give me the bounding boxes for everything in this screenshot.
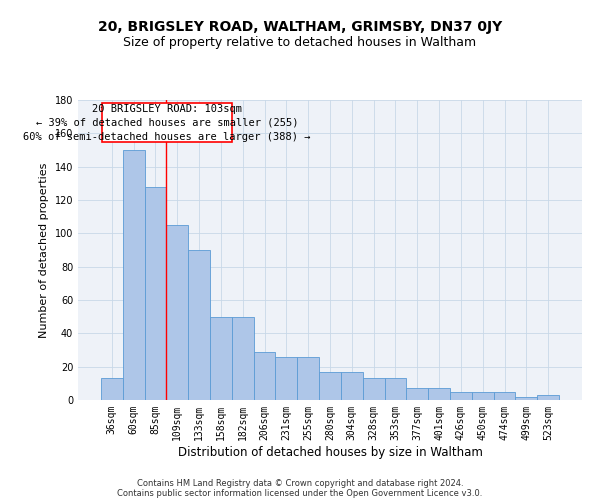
Bar <box>341 372 363 400</box>
Bar <box>297 356 319 400</box>
Bar <box>494 392 515 400</box>
Text: 20, BRIGSLEY ROAD, WALTHAM, GRIMSBY, DN37 0JY: 20, BRIGSLEY ROAD, WALTHAM, GRIMSBY, DN3… <box>98 20 502 34</box>
Bar <box>166 225 188 400</box>
Bar <box>210 316 232 400</box>
Bar <box>385 378 406 400</box>
Text: Contains HM Land Registry data © Crown copyright and database right 2024.: Contains HM Land Registry data © Crown c… <box>137 478 463 488</box>
Bar <box>232 316 254 400</box>
Bar <box>275 356 297 400</box>
Text: Size of property relative to detached houses in Waltham: Size of property relative to detached ho… <box>124 36 476 49</box>
Bar <box>428 388 450 400</box>
Bar <box>363 378 385 400</box>
Bar <box>188 250 210 400</box>
Bar <box>472 392 494 400</box>
Bar <box>254 352 275 400</box>
Y-axis label: Number of detached properties: Number of detached properties <box>39 162 49 338</box>
Bar <box>450 392 472 400</box>
Text: 20 BRIGSLEY ROAD: 103sqm
← 39% of detached houses are smaller (255)
60% of semi-: 20 BRIGSLEY ROAD: 103sqm ← 39% of detach… <box>23 104 311 142</box>
Bar <box>123 150 145 400</box>
Bar <box>101 378 123 400</box>
FancyBboxPatch shape <box>102 104 232 142</box>
Text: Contains public sector information licensed under the Open Government Licence v3: Contains public sector information licen… <box>118 488 482 498</box>
Bar <box>515 396 537 400</box>
Bar <box>319 372 341 400</box>
Bar <box>145 186 166 400</box>
Bar <box>537 395 559 400</box>
X-axis label: Distribution of detached houses by size in Waltham: Distribution of detached houses by size … <box>178 446 482 458</box>
Bar <box>406 388 428 400</box>
